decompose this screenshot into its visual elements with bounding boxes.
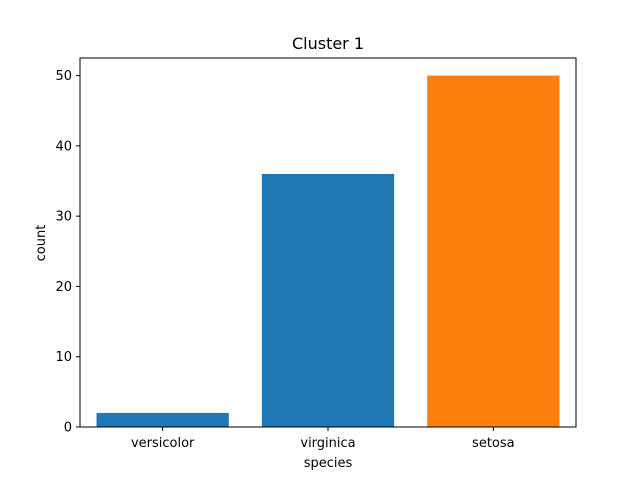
x-tick-label: setosa [472, 436, 515, 451]
x-axis-ticks: versicolor virginica setosa [131, 427, 515, 451]
y-tick-label: 50 [55, 69, 72, 84]
x-tick-label: virginica [300, 436, 355, 451]
y-tick-label: 30 [55, 210, 72, 225]
y-tick-label: 40 [55, 139, 72, 154]
y-axis-label: count [34, 225, 49, 262]
y-tick-label: 0 [64, 421, 72, 436]
x-axis-label: species [304, 456, 353, 471]
bar-setosa [427, 75, 560, 427]
bars-group [96, 75, 560, 427]
y-tick-label: 10 [55, 350, 72, 365]
bar-versicolor [96, 412, 229, 427]
y-tick-label: 20 [55, 280, 72, 295]
y-axis-ticks: 0 10 20 30 40 50 [55, 69, 80, 436]
x-tick-label: versicolor [131, 436, 195, 451]
chart-title: Cluster 1 [292, 34, 364, 53]
bar-virginica [261, 173, 395, 427]
